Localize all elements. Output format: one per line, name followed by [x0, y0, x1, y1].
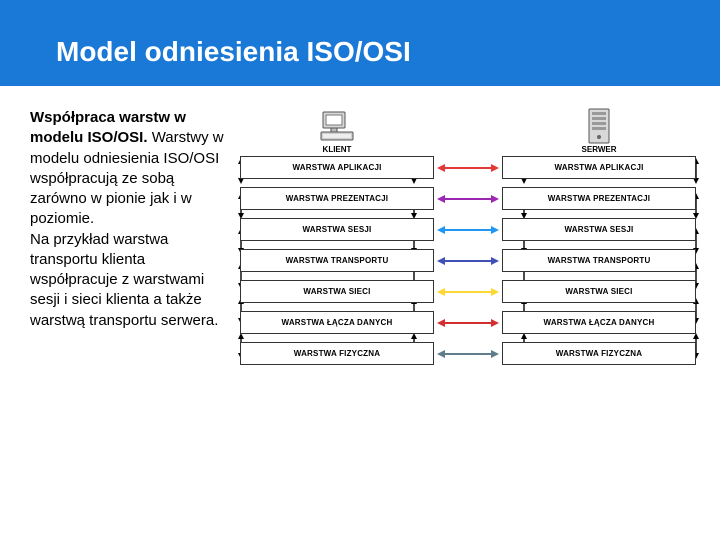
server-layer-box: WARSTWA FIZYCZNA [502, 342, 696, 365]
layer-row: WARSTWA SIECI WARSTWA SIECI [240, 280, 696, 303]
server-layer-box: WARSTWA SIECI [502, 280, 696, 303]
body-text-2: Na przykład warstwa transportu klienta w… [30, 231, 218, 329]
slide-title: Model odniesienia ISO/OSI [56, 36, 720, 68]
horizontal-arrow [434, 158, 502, 178]
client-computer-icon [317, 110, 357, 144]
horizontal-arrow [434, 189, 502, 209]
layer-row: WARSTWA TRANSPORTU WARSTWA TRANSPORTU [240, 249, 696, 272]
server-label: SERWER [582, 145, 617, 154]
server-icon-cell: SERWER [502, 108, 696, 154]
horizontal-arrow [434, 313, 502, 333]
server-layer-box: WARSTWA PREZENTACJI [502, 187, 696, 210]
osi-diagram: KLIENT SERWER [240, 108, 696, 373]
text-column: Współpraca warstw w modelu ISO/OSI. Wars… [30, 108, 240, 373]
diagram-icons-row: KLIENT SERWER [240, 108, 696, 154]
slide-header: Model odniesienia ISO/OSI [0, 0, 720, 86]
horizontal-arrow [434, 344, 502, 364]
layer-row: WARSTWA ŁĄCZA DANYCH WARSTWA ŁĄCZA DANYC… [240, 311, 696, 334]
horizontal-arrow [434, 251, 502, 271]
layer-row: WARSTWA PREZENTACJI WARSTWA PREZENTACJI [240, 187, 696, 210]
server-icon [586, 108, 612, 144]
client-layer-box: WARSTWA SIECI [240, 280, 434, 303]
client-layer-box: WARSTWA FIZYCZNA [240, 342, 434, 365]
horizontal-arrow [434, 220, 502, 240]
layer-row: WARSTWA SESJI WARSTWA SESJI [240, 218, 696, 241]
server-layer-box: WARSTWA APLIKACJI [502, 156, 696, 179]
client-layer-box: WARSTWA PREZENTACJI [240, 187, 434, 210]
layer-row: WARSTWA FIZYCZNA WARSTWA FIZYCZNA [240, 342, 696, 365]
client-label: KLIENT [323, 145, 352, 154]
server-layer-box: WARSTWA SESJI [502, 218, 696, 241]
server-layer-box: WARSTWA TRANSPORTU [502, 249, 696, 272]
server-layer-box: WARSTWA ŁĄCZA DANYCH [502, 311, 696, 334]
layer-row: WARSTWA APLIKACJI WARSTWA APLIKACJI [240, 156, 696, 179]
client-layer-box: WARSTWA TRANSPORTU [240, 249, 434, 272]
client-icon-cell: KLIENT [240, 110, 434, 154]
horizontal-arrow [434, 282, 502, 302]
client-layer-box: WARSTWA ŁĄCZA DANYCH [240, 311, 434, 334]
client-layer-box: WARSTWA APLIKACJI [240, 156, 434, 179]
client-layer-box: WARSTWA SESJI [240, 218, 434, 241]
slide-content: Współpraca warstw w modelu ISO/OSI. Wars… [0, 86, 720, 373]
